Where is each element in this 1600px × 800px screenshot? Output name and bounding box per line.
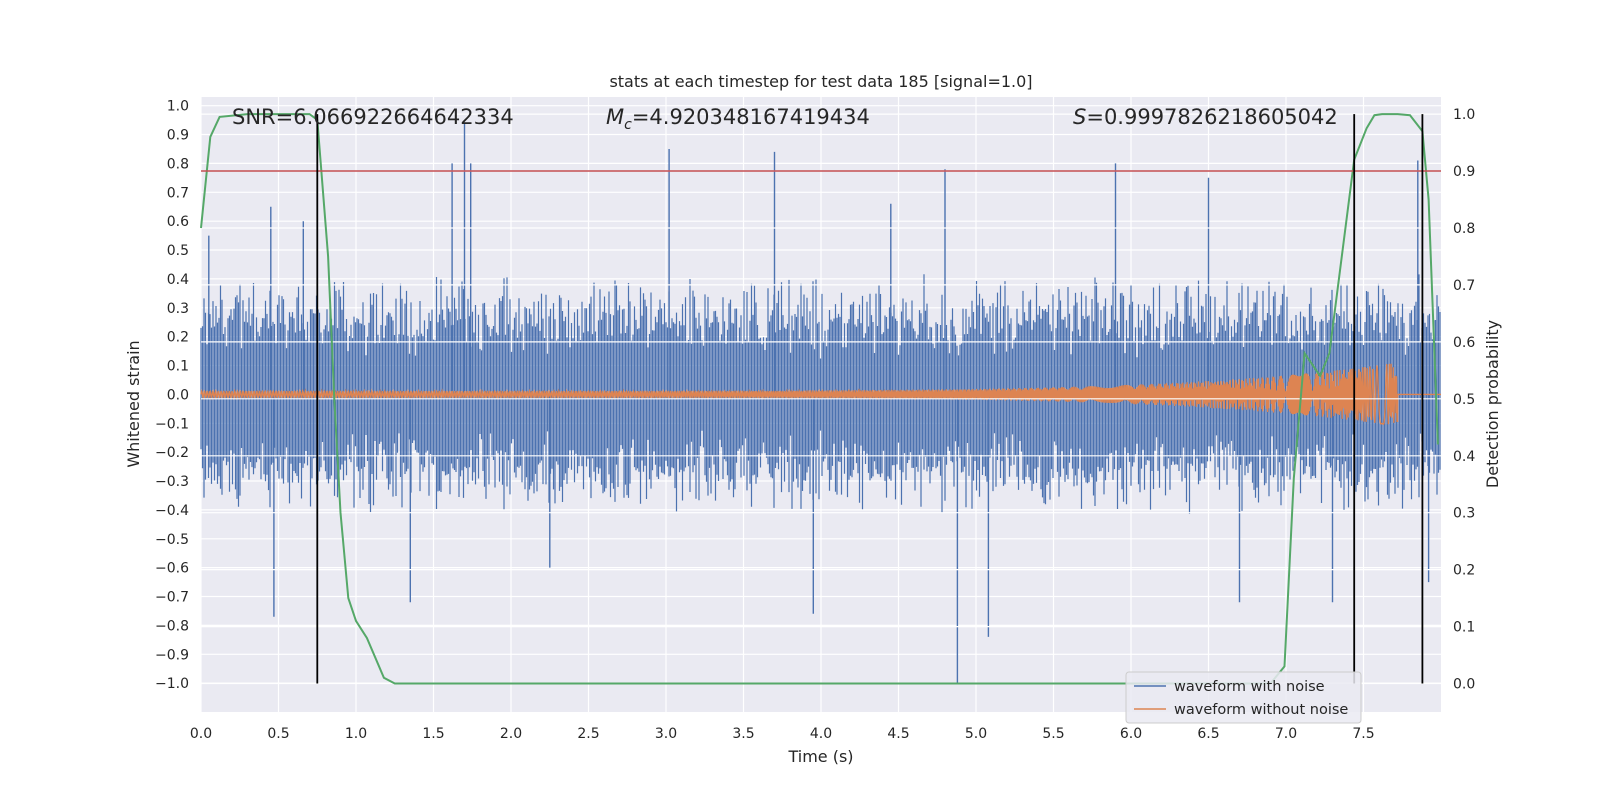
y2-tick-label: 0.3 [1453, 506, 1475, 522]
x-tick-label: 2.5 [577, 726, 599, 742]
y-tick-label: 0.2 [167, 330, 189, 346]
x-tick-label: 5.0 [965, 726, 987, 742]
y-tick-label: −0.1 [155, 416, 189, 432]
y2-tick-label: 0.2 [1453, 563, 1475, 579]
score-symbol: S [1073, 105, 1086, 129]
x-tick-label: 7.0 [1275, 726, 1297, 742]
y-tick-label: −0.3 [155, 474, 189, 490]
threshold-and-markers [201, 114, 1441, 684]
y-tick-label: 0.4 [167, 272, 189, 288]
x-tick-label: 0.0 [190, 726, 212, 742]
y2-grid-lines [201, 113, 1441, 685]
y2-tick-label: 0.1 [1453, 620, 1475, 636]
detection-probability-layer [200, 113, 1439, 685]
y-tick-label: 0.5 [167, 243, 189, 259]
y-tick-label: −0.6 [155, 561, 189, 577]
y-tick-label: −0.4 [155, 503, 189, 519]
y2-tick-label: 0.9 [1453, 164, 1475, 180]
y-tick-labels: −1.0 −0.9 −0.8 −0.7 −0.6 −0.5 −0.4 −0.3 −0.2 −0.1… [155, 99, 189, 692]
y-tick-label: −0.8 [155, 618, 189, 634]
y-tick-label: 1.0 [167, 99, 189, 115]
chirp-mass-annotation: Mc=4.920348167419434 [606, 105, 870, 133]
y-axis-label: Whitened strain [124, 340, 143, 467]
y-tick-label: −0.5 [155, 532, 189, 548]
snr-annotation: SNR=6.066922664642334 [232, 105, 514, 129]
legend-label-clean: waveform without noise [1174, 702, 1348, 718]
score-annotation: S=0.9997826218605042 [1073, 105, 1338, 129]
y-tick-label: 0.6 [167, 214, 189, 230]
x-axis-label: Time (s) [787, 747, 853, 766]
y-tick-label: −1.0 [155, 676, 189, 692]
x-tick-label: 3.5 [732, 726, 754, 742]
detection-probability-line [200, 113, 1439, 685]
legend-frame [1125, 671, 1362, 724]
x-tick-label: 5.5 [1042, 726, 1064, 742]
y2-axis-label: Detection probability [1483, 320, 1502, 488]
y-tick-label: 0.9 [167, 128, 189, 144]
y2-tick-labels: 0.0 0.1 0.2 0.3 0.4 0.5 0.6 0.7 0.8 0.9 1.0 [1453, 107, 1475, 692]
y-tick-label: 0.8 [167, 156, 189, 172]
y2-tick-label: 0.0 [1453, 677, 1475, 693]
x-tick-label: 1.0 [345, 726, 367, 742]
y2-tick-label: 0.8 [1453, 221, 1475, 237]
chirp-mass-value: =4.920348167419434 [632, 105, 870, 129]
x-tick-label: 6.0 [1120, 726, 1142, 742]
y-tick-label: −0.9 [155, 647, 189, 663]
y2-tick-label: 0.6 [1453, 335, 1475, 351]
clean-waveform-layer [200, 363, 1441, 426]
legend-label-noisy: waveform with noise [1174, 679, 1325, 695]
y2-tick-label: 0.4 [1453, 449, 1475, 465]
x-tick-label: 6.5 [1197, 726, 1219, 742]
y-tick-label: −0.7 [155, 590, 189, 606]
y2-tick-label: 0.7 [1453, 278, 1475, 294]
clean-waveform-line [200, 363, 1441, 426]
chirp-mass-subscript: c [624, 117, 632, 133]
y-tick-label: 0.1 [167, 359, 189, 375]
y-tick-label: 0.7 [167, 185, 189, 201]
x-tick-label: 4.0 [810, 726, 832, 742]
x-tick-label: 7.5 [1352, 726, 1374, 742]
chart-title: stats at each timestep for test data 185… [609, 72, 1032, 91]
x-tick-label: 4.5 [887, 726, 909, 742]
x-tick-label: 3.0 [655, 726, 677, 742]
y-tick-label: 0.3 [167, 301, 189, 317]
y-tick-label: 0.0 [167, 387, 189, 403]
chirp-mass-symbol: M [606, 105, 624, 129]
y2-tick-label: 0.5 [1453, 392, 1475, 408]
x-tick-label: 0.5 [267, 726, 289, 742]
legend: waveform with noise waveform without noi… [1125, 671, 1362, 724]
x-tick-label: 2.0 [500, 726, 522, 742]
y-tick-label: −0.2 [155, 445, 189, 461]
score-value: =0.9997826218605042 [1086, 105, 1337, 129]
x-tick-label: 1.5 [422, 726, 444, 742]
y2-tick-label: 1.0 [1453, 107, 1475, 123]
x-tick-labels: 0.0 0.5 1.0 1.5 2.0 2.5 3.0 3.5 4.0 4.5 5.0 5.5 6.0 6… [190, 726, 1375, 742]
